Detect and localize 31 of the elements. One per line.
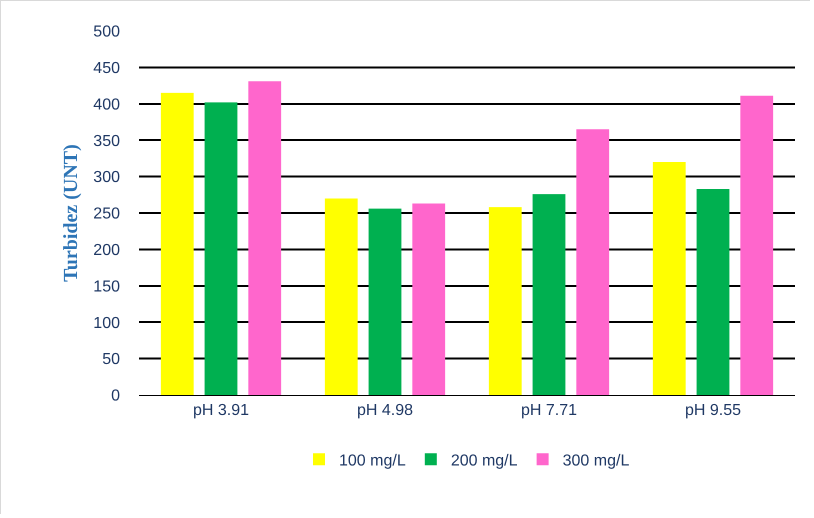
y-tick-label: 400	[93, 96, 120, 114]
y-tick-label: 300	[93, 169, 120, 186]
y-tick-label: 200	[93, 242, 120, 259]
x-tick-label: pH 7.71	[520, 402, 578, 420]
bar	[204, 102, 238, 395]
bar	[532, 194, 566, 395]
bar	[248, 81, 282, 395]
y-tick-label: 0	[111, 388, 120, 405]
y-axis-title: Turbidez (UNT)	[60, 144, 82, 282]
y-tick-label: 350	[93, 132, 120, 150]
y-tick-label: 500	[93, 24, 120, 41]
y-tick-label: 450	[93, 60, 120, 77]
x-tick-label: pH 4.98	[356, 402, 414, 420]
bar	[160, 92, 194, 395]
y-tick-label: 150	[93, 278, 120, 296]
bar	[740, 96, 774, 395]
x-tick-label: pH 9.55	[684, 402, 742, 420]
bar	[412, 204, 446, 395]
legend-label: 100 mg/L	[339, 452, 406, 470]
bar	[696, 188, 730, 395]
x-tick-label: pH 3.91	[192, 402, 250, 420]
legend-label: 300 mg/L	[562, 452, 630, 470]
y-tick-label: 250	[93, 206, 120, 223]
legend-label: 200 mg/L	[450, 452, 518, 470]
bar	[368, 208, 402, 395]
y-tick-label: 100	[93, 314, 120, 332]
bar	[488, 207, 522, 395]
bar	[576, 129, 610, 395]
y-tick-label: 50	[102, 351, 120, 368]
bar	[652, 162, 686, 395]
bar	[324, 198, 358, 395]
